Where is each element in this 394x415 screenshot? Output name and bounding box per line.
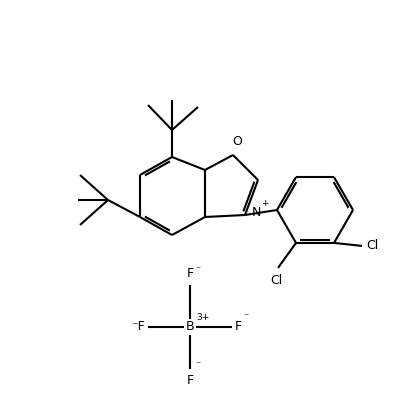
Text: Cl: Cl	[366, 239, 378, 252]
Text: ⁻: ⁻	[195, 360, 200, 370]
Text: 3+: 3+	[196, 313, 209, 322]
Text: F: F	[186, 267, 193, 280]
Text: F: F	[186, 374, 193, 387]
Text: F: F	[235, 320, 242, 334]
Text: ⁻F: ⁻F	[131, 320, 145, 334]
Text: ⁻: ⁻	[195, 265, 200, 275]
Text: +: +	[261, 199, 268, 208]
Text: B: B	[186, 320, 194, 334]
Text: Cl: Cl	[270, 274, 282, 287]
Text: O: O	[232, 135, 242, 148]
Text: N: N	[252, 207, 261, 220]
Text: ⁻: ⁻	[243, 312, 248, 322]
